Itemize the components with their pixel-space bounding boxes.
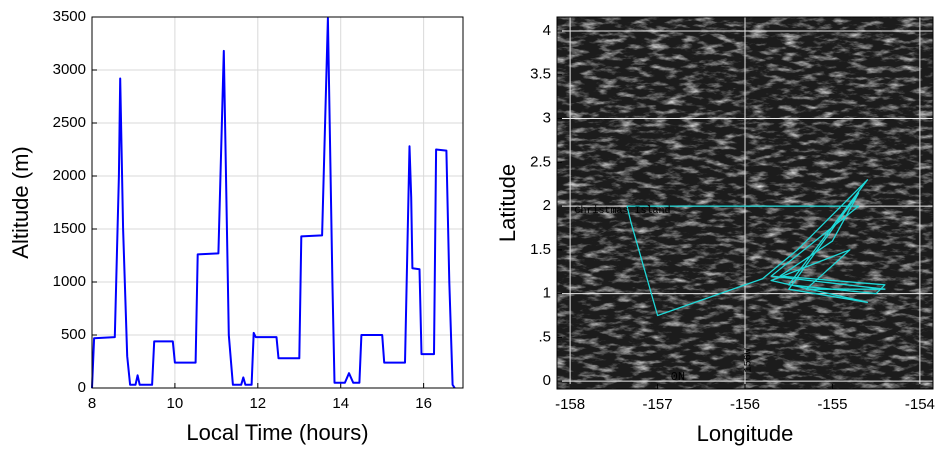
x-tick-label: -157: [643, 396, 673, 413]
y-tick-label: 1: [543, 285, 551, 302]
y-tick-label: .5: [538, 328, 551, 345]
y-tick-label: 2500: [53, 114, 86, 131]
y-tick-label: 0: [543, 372, 551, 389]
x-axis-label: Longitude: [697, 421, 794, 446]
data-line: [91, 17, 456, 389]
y-tick-label: 1.5: [530, 241, 551, 258]
y-tick-label: 3500: [53, 8, 86, 25]
y-tick-label: 2: [543, 197, 551, 214]
y-axis-label: Latitude: [495, 164, 520, 242]
y-tick-label: 4: [543, 22, 551, 39]
y-tick-label: 2.5: [530, 153, 551, 170]
y-axis-label: Altitude (m): [8, 146, 33, 258]
x-tick-label: -156: [730, 396, 760, 413]
plot-frame: [556, 16, 934, 390]
x-tick-label: 8: [88, 395, 96, 412]
y-tick-label: 3000: [53, 61, 86, 78]
y-tick-label: 2000: [53, 167, 86, 184]
y-tick-label: 3: [543, 110, 551, 127]
x-tick-label: -154: [905, 396, 935, 413]
y-tick-label: 1500: [53, 220, 86, 237]
y-tick-label: 500: [61, 326, 86, 343]
plot-background: [92, 17, 463, 388]
x-tick-label: 10: [167, 395, 184, 412]
x-tick-label: -158: [555, 396, 585, 413]
y-tick-label: 3.5: [530, 66, 551, 83]
annotation: 156W: [743, 348, 754, 372]
x-tick-label: 14: [332, 395, 349, 412]
x-axis-label: Local Time (hours): [186, 420, 368, 445]
y-tick-label: 0: [78, 379, 86, 396]
x-tick-label: 16: [415, 395, 432, 412]
data-line: [626, 179, 886, 317]
x-tick-label: -155: [817, 396, 847, 413]
annotation: Christmas Island: [574, 205, 670, 217]
y-tick-label: 1000: [53, 273, 86, 290]
plot-frame: [91, 16, 464, 389]
x-tick-label: 12: [249, 395, 266, 412]
annotation: 0N: [671, 370, 685, 384]
